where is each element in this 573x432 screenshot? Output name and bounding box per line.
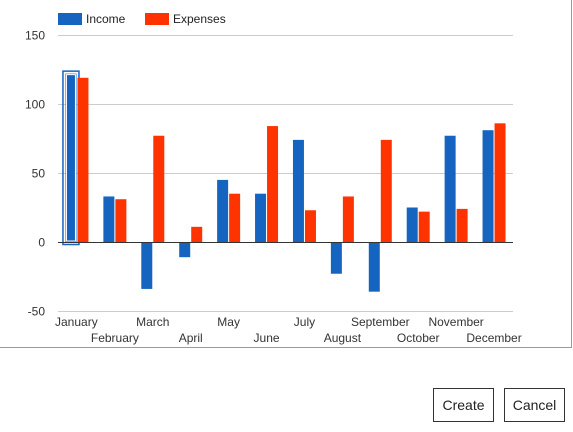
cancel-button[interactable]: Cancel — [504, 388, 565, 422]
bar-income-november[interactable] — [444, 135, 456, 242]
y-tick-label: 100 — [25, 98, 45, 112]
bar-expenses-august[interactable] — [342, 196, 354, 242]
bar-income-april[interactable] — [179, 242, 191, 258]
legend-swatch-expenses — [145, 13, 169, 25]
y-tick-label: 50 — [32, 167, 46, 181]
bar-income-january[interactable] — [65, 73, 77, 242]
bar-income-may[interactable] — [217, 179, 229, 242]
x-tick-label: July — [294, 315, 315, 329]
y-tick-label: -50 — [28, 305, 46, 319]
x-tick-label: May — [217, 315, 240, 329]
chart-panel: Income Expenses 150 100 50 0 -50 January Febru… — [0, 0, 572, 348]
x-tick-label: March — [136, 315, 169, 329]
x-tick-label: October — [397, 331, 440, 345]
selected-bar-inner-outline — [65, 74, 76, 242]
bar-expenses-december[interactable] — [494, 123, 506, 242]
bar-expenses-november[interactable] — [456, 208, 468, 242]
bar-expenses-july[interactable] — [304, 210, 316, 242]
x-tick-label: February — [91, 331, 139, 345]
bar-chart: 150 100 50 0 -50 January February March April May… — [25, 29, 522, 346]
legend-label-expenses: Expenses — [173, 12, 226, 26]
x-tick-label: January — [55, 315, 98, 329]
bar-expenses-april[interactable] — [191, 226, 203, 242]
create-button[interactable]: Create — [433, 388, 494, 422]
x-tick-label: April — [179, 331, 203, 345]
bar-income-february[interactable] — [103, 196, 115, 242]
bar-expenses-march[interactable] — [153, 135, 165, 242]
y-tick-label: 0 — [38, 236, 45, 250]
x-tick-label: June — [254, 331, 280, 345]
bar-expenses-september[interactable] — [380, 139, 392, 242]
x-tick-label: August — [324, 331, 362, 345]
bar-income-march[interactable] — [141, 242, 153, 289]
bar-income-september[interactable] — [368, 242, 380, 292]
bar-income-june[interactable] — [255, 193, 267, 242]
bar-expenses-january[interactable] — [77, 77, 89, 242]
bar-income-august[interactable] — [330, 242, 342, 274]
legend-swatch-income — [58, 13, 82, 25]
x-tick-label: September — [351, 315, 410, 329]
bar-income-october[interactable] — [406, 207, 418, 243]
bar-income-july[interactable] — [292, 139, 304, 242]
bar-expenses-june[interactable] — [267, 126, 279, 242]
legend-label-income: Income — [86, 12, 126, 26]
bar-expenses-february[interactable] — [115, 199, 127, 242]
x-tick-label: December — [466, 331, 521, 345]
bar-expenses-may[interactable] — [229, 193, 241, 242]
bar-expenses-october[interactable] — [418, 211, 430, 242]
x-tick-label: November — [428, 315, 483, 329]
y-tick-label: 150 — [25, 29, 45, 43]
bar-income-december[interactable] — [482, 130, 494, 242]
